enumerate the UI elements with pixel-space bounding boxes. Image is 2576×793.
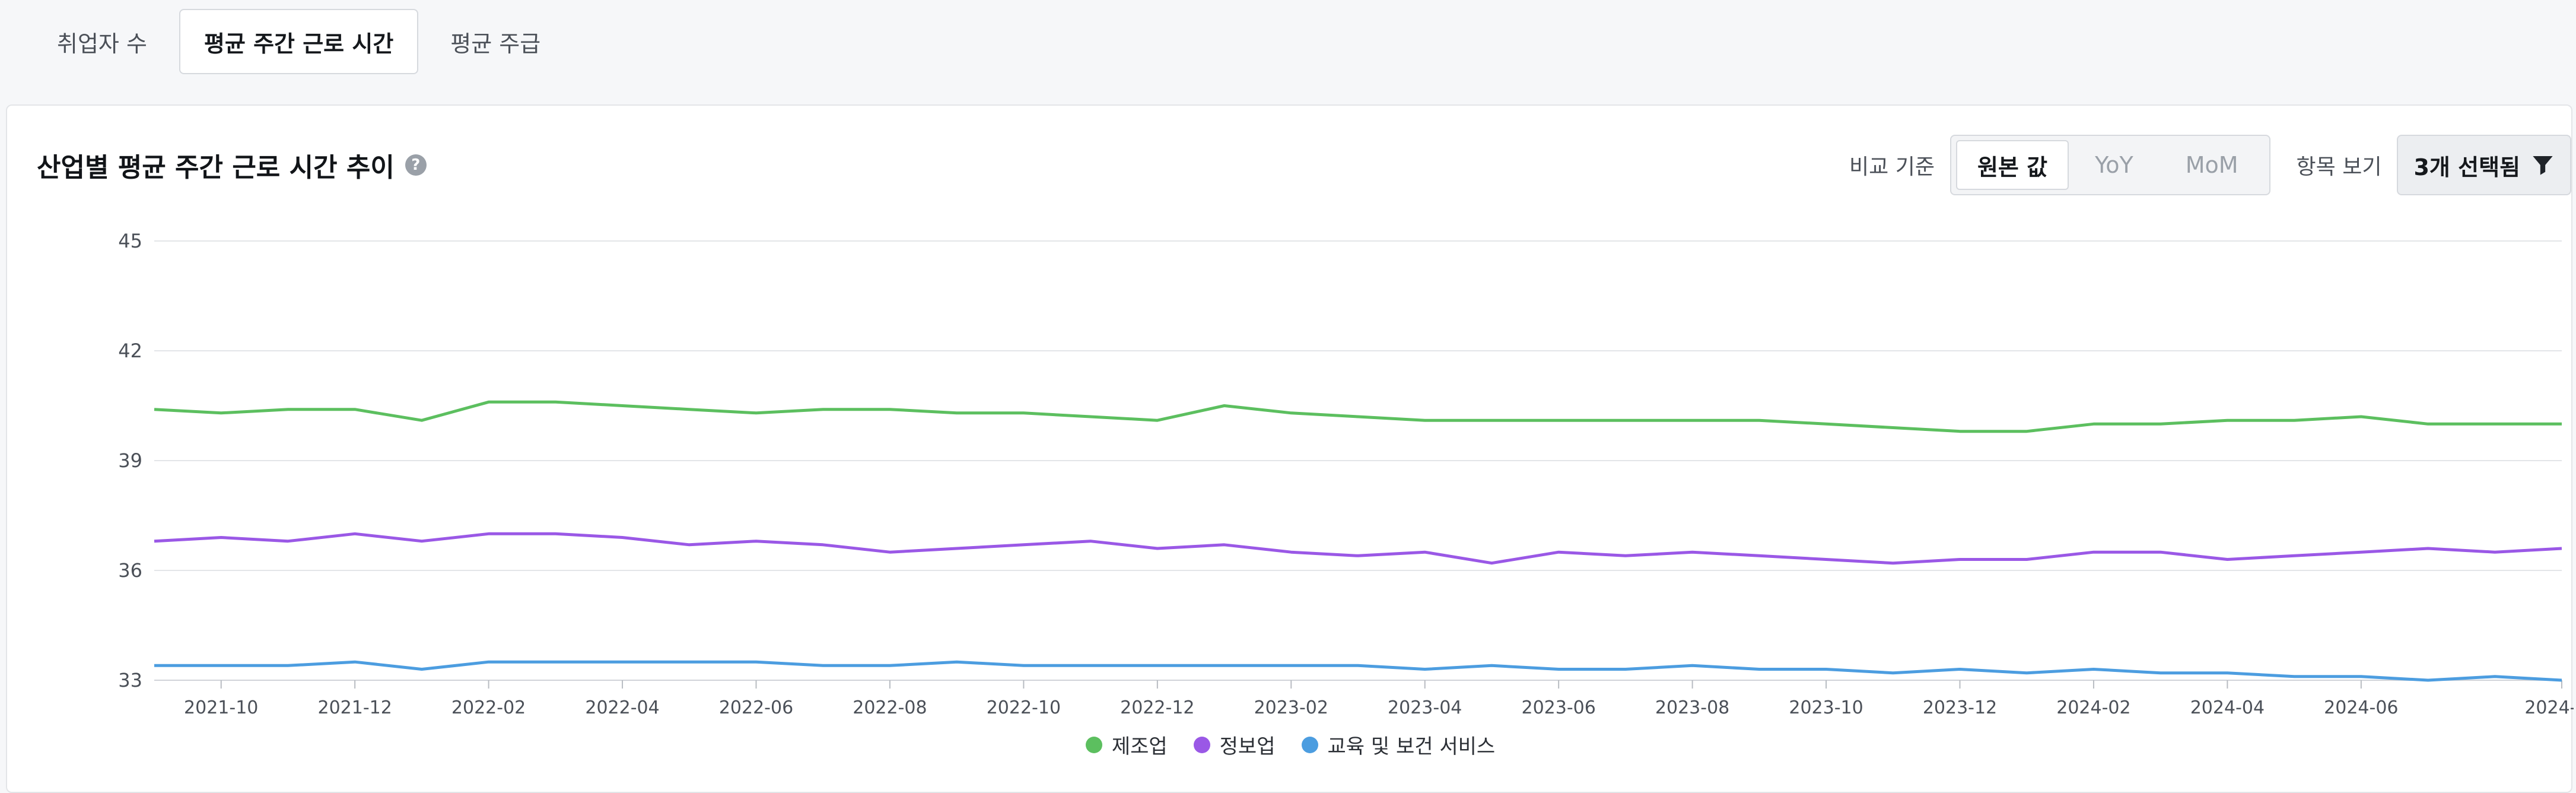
x-tick-label: 2022-04 [585,697,659,718]
x-tick-label: 2023-04 [1388,697,1462,718]
tab-avg-weekly-pay[interactable]: 평균 주급 [450,30,541,57]
x-tick-label: 2023-06 [1521,697,1595,718]
y-tick-label: 42 [118,340,142,362]
legend-label: 정보업 [1219,735,1276,759]
item-filter-button[interactable]: 3개 선택됨 [2397,135,2571,195]
series-line-2 [154,532,2562,565]
x-tick-label: 2021-12 [317,697,392,718]
legend-dot-icon [1085,736,1102,753]
x-tick-label: 2022-02 [451,697,526,718]
y-tick-label: 45 [118,230,142,252]
x-tick-label: 2023-02 [1254,697,1328,718]
x-tick-label: 2023-12 [1923,697,1997,718]
legend-item[interactable]: 제조업 [1085,730,1168,759]
legend-item[interactable]: 정보업 [1193,730,1276,759]
funnel-icon [2533,156,2553,175]
series-line-1 [154,400,2562,433]
filter-button-label: 3개 선택됨 [2413,154,2520,180]
x-tick-label: 2023-10 [1789,697,1863,718]
chart-title-row: 산업별 평균 주간 근로 시간 추이 ? [37,146,427,184]
x-tick-label: 2024-02 [2056,697,2130,718]
legend-item[interactable]: 교육 및 보건 서비스 [1301,730,1496,759]
x-tick-label: 2024-04 [2190,697,2265,718]
y-tick-label: 36 [118,559,142,582]
tab-avg-weekly-hours[interactable]: 평균 주간 근로 시간 [179,9,419,74]
x-tick-label: 2022-08 [853,697,927,718]
x-tick-label: 2022-06 [719,697,793,718]
x-tick-label: 2024-06 [2324,697,2398,718]
chart-legend: 제조업 정보업 교육 및 보건 서비스 [7,730,2574,759]
chart-controls: 비교 기준 원본 값 YoY MoM 항목 보기 3개 선택됨 [1849,134,2571,196]
y-tick-label: 39 [118,449,142,472]
chart-card: 산업별 평균 주간 근로 시간 추이 ? 비교 기준 원본 값 YoY MoM … [6,104,2574,793]
legend-label: 교육 및 보건 서비스 [1327,735,1496,759]
question-circle-icon[interactable]: ? [405,154,427,176]
line-chart: 33 36 39 42 45 2021-10 2021-12 2022-02 2022-04 20… [118,230,2574,718]
series-line-3 [154,660,2562,682]
y-tick-label: 33 [118,669,142,692]
compare-label: 비교 기준 [1849,155,1935,179]
x-tick-label: 2021-10 [184,697,258,718]
compare-option-raw[interactable]: 원본 값 [1955,140,2069,190]
compare-segmented-control: 원본 값 YoY MoM [1950,135,2270,195]
legend-dot-icon [1301,736,1318,753]
tab-employment-count[interactable]: 취업자 수 [57,30,147,57]
legend-dot-icon [1193,736,1210,753]
x-tick-label: 2023-08 [1655,697,1729,718]
compare-option-yoy[interactable]: YoY [2095,152,2133,178]
chart-title: 산업별 평균 주간 근로 시간 추이 [37,153,395,183]
items-label: 항목 보기 [2296,155,2382,179]
x-tick-label: 2022-12 [1120,697,1194,718]
metric-tabs: 취업자 수 평균 주간 근로 시간 평균 주급 [33,8,564,75]
x-tick-label: 2022-10 [987,697,1061,718]
x-tick-label: 2024-09 [2524,697,2574,718]
legend-label: 제조업 [1111,735,1168,759]
compare-option-mom[interactable]: MoM [2185,152,2238,178]
